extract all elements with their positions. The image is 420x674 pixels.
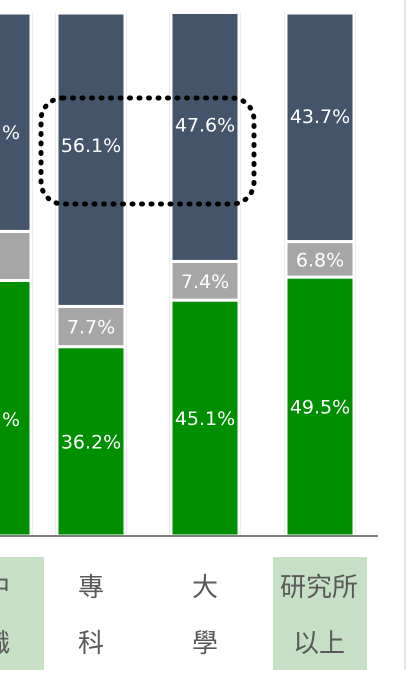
category-label-line1: 大 (192, 573, 218, 603)
data-label: % (2, 409, 20, 431)
data-label: 49.5% (290, 397, 350, 419)
category-label-line1: 專 (78, 573, 104, 603)
highlight-annotation-box (38, 95, 257, 207)
bar-segment (169, 298, 241, 538)
bars-layer (0, 10, 356, 538)
data-labels-layer: %% 36.2% 7.7% 56.1% 45.1% 7.4% 47.6% 49.5% 6.8% 4… (2, 106, 350, 453)
bar-segment (55, 11, 127, 308)
data-label: 36.2% (61, 431, 121, 453)
bar-segment (169, 10, 241, 263)
category-label-line1: 研究所 (280, 573, 358, 603)
data-label: % (2, 122, 20, 144)
bar-segment (55, 304, 127, 349)
category-label-line2: 科 (78, 629, 104, 659)
data-label: 43.7% (290, 106, 350, 128)
category-label-line2: 職 (0, 629, 10, 659)
data-label: 47.6% (175, 115, 235, 137)
bar-segment (284, 240, 356, 279)
category-highlight-bg (273, 557, 367, 670)
bar-segment (284, 275, 356, 538)
data-label: 6.8% (296, 249, 344, 271)
category-label-line2: 學 (192, 629, 218, 659)
category-highlight-bg (0, 557, 44, 670)
bar-segment (284, 11, 356, 244)
data-label: 7.4% (181, 271, 229, 293)
bar-segment (0, 279, 33, 538)
category-label-line2: 以上 (293, 629, 345, 659)
bar-segment (0, 11, 33, 233)
data-label: 45.1% (175, 408, 235, 430)
data-label: 56.1% (61, 135, 121, 157)
data-label: 7.7% (67, 317, 115, 339)
bar-segment (0, 229, 33, 283)
bar-segment (169, 259, 241, 302)
category-label-line1: 中 (0, 573, 10, 603)
background-layer (0, 557, 367, 670)
